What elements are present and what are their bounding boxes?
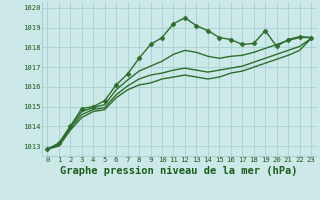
X-axis label: Graphe pression niveau de la mer (hPa): Graphe pression niveau de la mer (hPa) (60, 166, 298, 176)
